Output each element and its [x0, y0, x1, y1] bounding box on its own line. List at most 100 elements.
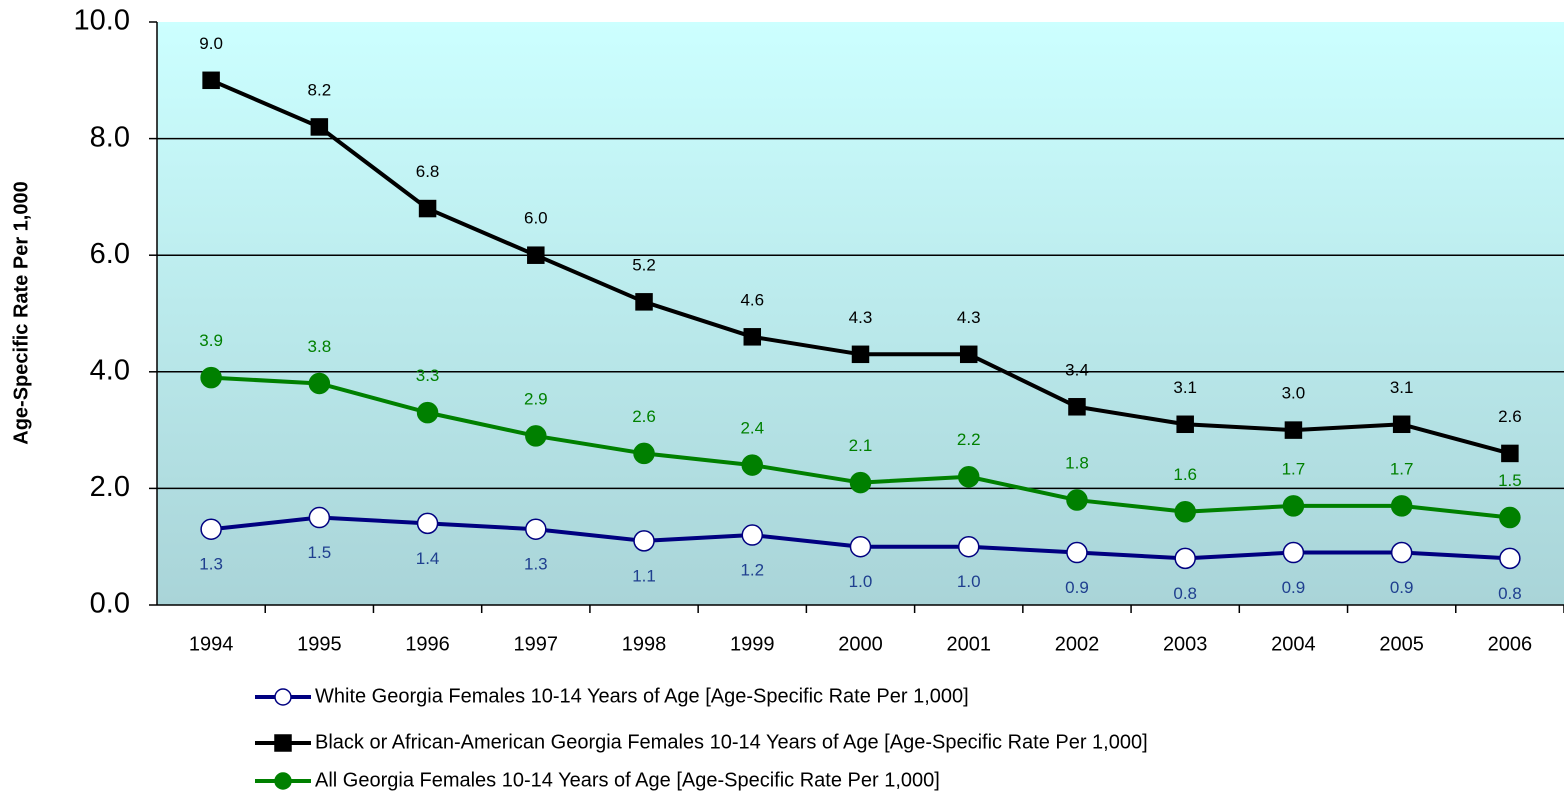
- data-label: 0.9: [1282, 578, 1306, 597]
- data-label: 1.7: [1282, 459, 1306, 478]
- y-tick-label: 6.0: [90, 238, 130, 270]
- data-point: [1066, 541, 1088, 564]
- x-tick-label: 1994: [189, 633, 234, 655]
- data-label: 6.0: [524, 209, 548, 228]
- y-tick-label: 8.0: [90, 121, 130, 153]
- data-label: 1.7: [1390, 459, 1414, 478]
- data-label: 3.9: [199, 331, 223, 350]
- data-label: 1.0: [849, 572, 873, 591]
- data-label: 2.9: [524, 389, 548, 408]
- data-point: [1499, 506, 1521, 529]
- data-point: [741, 524, 764, 546]
- data-label: 2.2: [957, 430, 981, 449]
- data-point: [957, 465, 980, 488]
- data-point: [849, 471, 872, 494]
- data-point: [525, 425, 547, 447]
- data-label: 4.6: [740, 290, 764, 309]
- data-point: [1176, 415, 1194, 434]
- x-tick-label: 1998: [622, 633, 667, 655]
- data-point: [851, 345, 870, 364]
- data-point: [416, 401, 439, 424]
- data-point: [633, 530, 655, 552]
- data-point: [635, 293, 653, 311]
- data-label: 2.1: [849, 436, 873, 455]
- data-label: 1.0: [957, 572, 981, 591]
- data-point: [741, 454, 764, 476]
- data-label: 1.3: [524, 555, 548, 574]
- data-point: [527, 246, 545, 264]
- data-point: [633, 442, 655, 465]
- data-point: [310, 118, 329, 136]
- data-label: 1.6: [1173, 465, 1197, 484]
- data-label: 9.0: [199, 34, 223, 53]
- y-tick-label: 2.0: [90, 471, 130, 503]
- data-label: 2.6: [632, 407, 656, 426]
- x-tick-label: 1995: [297, 633, 342, 655]
- legend-label: Black or African-American Georgia Female…: [315, 731, 1148, 753]
- data-label: 1.5: [308, 543, 332, 562]
- x-tick-label: 2006: [1488, 633, 1533, 655]
- data-label: 2.4: [740, 419, 764, 438]
- data-point: [416, 512, 439, 535]
- legend-marker: [274, 734, 292, 752]
- x-tick-label: 2004: [1271, 633, 1316, 655]
- data-point: [957, 535, 980, 558]
- data-point: [1284, 421, 1303, 439]
- legend-marker: [274, 688, 292, 706]
- data-label: 3.4: [1065, 360, 1089, 379]
- data-label: 1.4: [416, 549, 440, 568]
- data-label: 1.5: [1498, 471, 1522, 490]
- x-tick-label: 1999: [730, 633, 775, 655]
- x-tick-label: 2000: [838, 633, 883, 655]
- x-tick-label: 1996: [405, 633, 450, 655]
- data-point: [743, 328, 762, 346]
- y-tick-label: 10.0: [74, 5, 130, 37]
- data-label: 0.8: [1173, 584, 1197, 603]
- data-label: 3.1: [1390, 378, 1414, 397]
- data-point: [959, 345, 978, 364]
- data-point: [1501, 444, 1519, 463]
- y-axis-title: Age-Specific Rate Per 1,000: [10, 181, 32, 444]
- data-label: 1.3: [199, 555, 223, 574]
- data-label: 0.9: [1390, 578, 1414, 597]
- data-label: 6.8: [416, 162, 440, 181]
- legend-marker: [274, 772, 292, 790]
- data-label: 0.8: [1498, 584, 1522, 603]
- data-point: [1174, 547, 1196, 570]
- x-tick-label: 2001: [946, 633, 991, 655]
- data-label: 8.2: [308, 80, 332, 99]
- data-point: [1499, 547, 1521, 570]
- data-label: 5.2: [632, 255, 656, 274]
- data-label: 4.3: [849, 308, 873, 327]
- data-label: 3.3: [416, 366, 440, 385]
- data-point: [1282, 541, 1305, 564]
- data-point: [525, 518, 547, 540]
- y-tick-label: 0.0: [90, 588, 130, 620]
- data-point: [849, 535, 872, 558]
- data-label: 3.1: [1173, 378, 1197, 397]
- data-point: [202, 71, 220, 90]
- data-point: [1390, 541, 1413, 564]
- data-point: [1392, 415, 1411, 434]
- x-tick-label: 2003: [1163, 633, 1208, 655]
- data-point: [200, 518, 222, 540]
- x-tick-label: 1997: [514, 633, 559, 655]
- data-label: 3.0: [1282, 384, 1306, 403]
- data-point: [1068, 398, 1086, 416]
- data-label: 0.9: [1065, 578, 1089, 597]
- data-label: 1.2: [740, 561, 764, 580]
- legend-label: All Georgia Females 10-14 Years of Age […: [315, 769, 940, 791]
- data-label: 2.6: [1498, 407, 1522, 426]
- data-point: [1282, 495, 1305, 517]
- x-tick-label: 2005: [1379, 633, 1424, 655]
- data-label: 1.1: [632, 566, 656, 585]
- data-point: [1066, 489, 1088, 511]
- data-label: 3.8: [308, 337, 332, 356]
- data-point: [418, 199, 437, 218]
- data-point: [200, 366, 222, 389]
- data-label: 1.8: [1065, 454, 1089, 473]
- data-point: [1390, 495, 1413, 517]
- y-tick-label: 4.0: [90, 354, 130, 386]
